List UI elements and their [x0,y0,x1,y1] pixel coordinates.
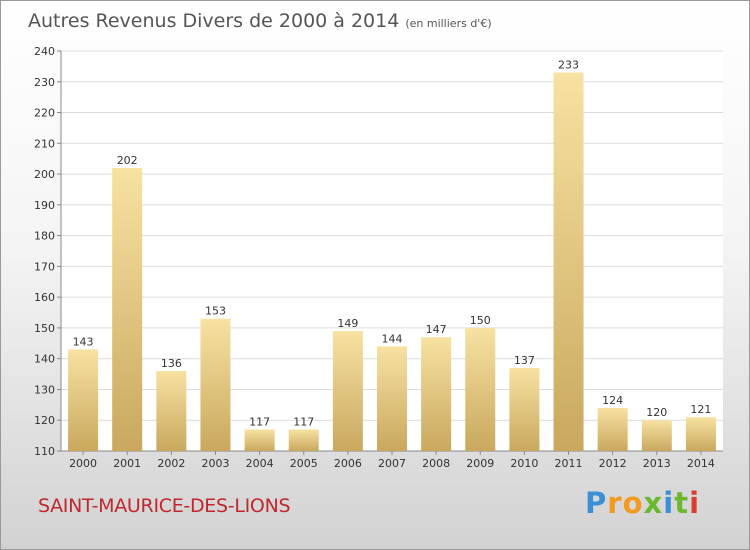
bar-2000 [68,349,99,451]
data-label: 202 [117,154,138,167]
x-tick-label: 2001 [113,457,141,470]
data-label: 147 [426,323,447,336]
data-label: 233 [558,59,579,72]
y-tick-label: 200 [34,168,55,181]
data-label: 149 [337,317,358,330]
bar-2003 [200,318,231,451]
y-tick-label: 160 [34,291,55,304]
x-tick-label: 2008 [422,457,450,470]
data-label: 150 [470,314,491,327]
bar-2001 [112,167,143,451]
x-tick-label: 2007 [378,457,406,470]
y-tick-label: 120 [34,414,55,427]
bar-2008 [421,337,452,451]
data-label: 144 [382,332,403,345]
bar-2004 [244,429,275,451]
y-tick-label: 190 [34,199,55,212]
y-tick-label: 220 [34,107,55,120]
y-tick-label: 210 [34,137,55,150]
y-tick-label: 170 [34,260,55,273]
bar-2009 [465,327,496,451]
x-tick-label: 2014 [687,457,715,470]
proxiti-logo: Proxiti [585,486,700,520]
chart-subtitle: (en milliers d'€) [405,17,492,30]
bar-2010 [509,367,540,451]
x-tick-label: 2010 [510,457,538,470]
x-tick-label: 2006 [334,457,362,470]
logo-letter: t [674,486,690,520]
x-tick-label: 2005 [290,457,318,470]
x-tick-label: 2013 [643,457,671,470]
y-tick-label: 150 [34,322,55,335]
y-tick-label: 240 [34,45,55,58]
data-label: 153 [205,305,226,318]
chart-title: Autres Revenus Divers de 2000 à 2014 (en … [28,10,492,32]
x-tick-label: 2009 [466,457,494,470]
x-tick-label: 2000 [69,457,97,470]
y-tick-label: 110 [34,445,55,458]
bar-2012 [597,407,628,451]
bar-2014 [685,417,716,451]
logo-letter: P [585,486,608,520]
y-tick-label: 180 [34,230,55,243]
logo-letter: x [643,486,664,520]
x-tick-label: 2012 [599,457,627,470]
x-tick-label: 2002 [157,457,185,470]
logo-letter: i [663,486,675,520]
y-tick-label: 140 [34,353,55,366]
data-label: 121 [690,403,711,416]
bar-2011 [553,72,584,452]
bar-2013 [641,420,672,451]
x-tick-label: 2011 [555,457,583,470]
y-tick-label: 230 [34,76,55,89]
bar-2006 [332,331,363,451]
logo-letter: i [689,486,701,520]
x-tick-label: 2003 [201,457,229,470]
chart-title-text: Autres Revenus Divers de 2000 à 2014 [28,10,400,32]
y-tick-label: 130 [34,383,55,396]
logo-letter: r [607,486,623,520]
data-label: 136 [161,357,182,370]
data-label: 143 [73,335,94,348]
data-label: 124 [602,394,623,407]
x-tick-label: 2004 [246,457,274,470]
data-label: 117 [293,415,314,428]
logo-letter: o [622,486,644,520]
data-label: 117 [249,415,270,428]
place-name: SAINT-MAURICE-DES-LIONS [38,495,291,517]
bar-2005 [288,429,319,451]
bar-2002 [156,371,187,451]
data-label: 120 [646,406,667,419]
bar-2007 [376,346,408,451]
data-label: 137 [514,354,535,367]
